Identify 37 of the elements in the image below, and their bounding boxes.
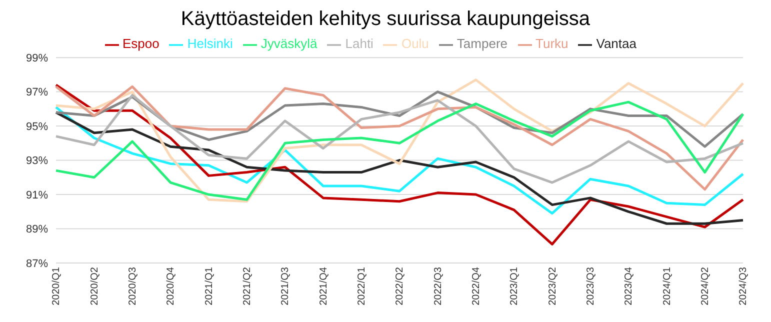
legend-label: Helsinki	[187, 36, 233, 51]
legend-label: Jyväskylä	[260, 36, 318, 51]
legend-label: Tampere	[456, 36, 508, 51]
legend-label: Turku	[536, 36, 568, 51]
legend-label: Lahti	[345, 36, 374, 51]
x-tick-label: 2022/Q4	[470, 266, 482, 306]
y-tick-label: 99%	[26, 52, 48, 64]
y-tick-label: 93%	[26, 155, 48, 168]
x-tick-label: 2020/Q4	[166, 266, 177, 306]
x-tick-label: 2023/Q1	[509, 266, 520, 306]
y-tick-label: 87%	[26, 258, 48, 270]
y-tick-label: 95%	[26, 120, 48, 133]
line-series	[54, 100, 744, 201]
x-tick-label: 2022/Q2	[394, 266, 406, 306]
x-tick-label: 2023/Q3	[585, 266, 596, 306]
y-tick-label: 91%	[26, 189, 48, 202]
x-tick-label: 2022/Q3	[432, 266, 444, 306]
x-tick-label: 2024/Q1	[662, 266, 673, 306]
x-tick-label: 2021/Q3	[280, 266, 292, 306]
legend-label: Oulu	[401, 36, 429, 51]
legend-label: Vantaa	[596, 36, 636, 51]
legend-label: Espoo	[122, 36, 160, 51]
x-tick-label: 2021/Q2	[242, 266, 253, 306]
chart-title: Käyttöasteiden kehitys suurissa kaupungeissa	[180, 8, 592, 32]
x-tick-label: 2021/Q1	[204, 266, 215, 306]
x-tick-label: 2020/Q1	[51, 266, 62, 306]
x-tick-label: 2021/Q4	[318, 266, 330, 306]
y-tick-label: 89%	[26, 224, 48, 236]
x-tick-label: 2022/Q1	[356, 266, 368, 306]
x-tick-label: 2023/Q4	[624, 266, 635, 306]
x-tick-label: 2020/Q2	[89, 266, 100, 306]
x-tick-label: 2024/Q2	[700, 266, 711, 306]
x-tick-label: 2023/Q2	[547, 266, 558, 306]
line-series	[54, 84, 744, 246]
x-tick-label: 2020/Q3	[127, 266, 138, 306]
x-tick-label: 2024/Q3	[738, 266, 750, 306]
y-tick-label: 97%	[26, 86, 48, 99]
